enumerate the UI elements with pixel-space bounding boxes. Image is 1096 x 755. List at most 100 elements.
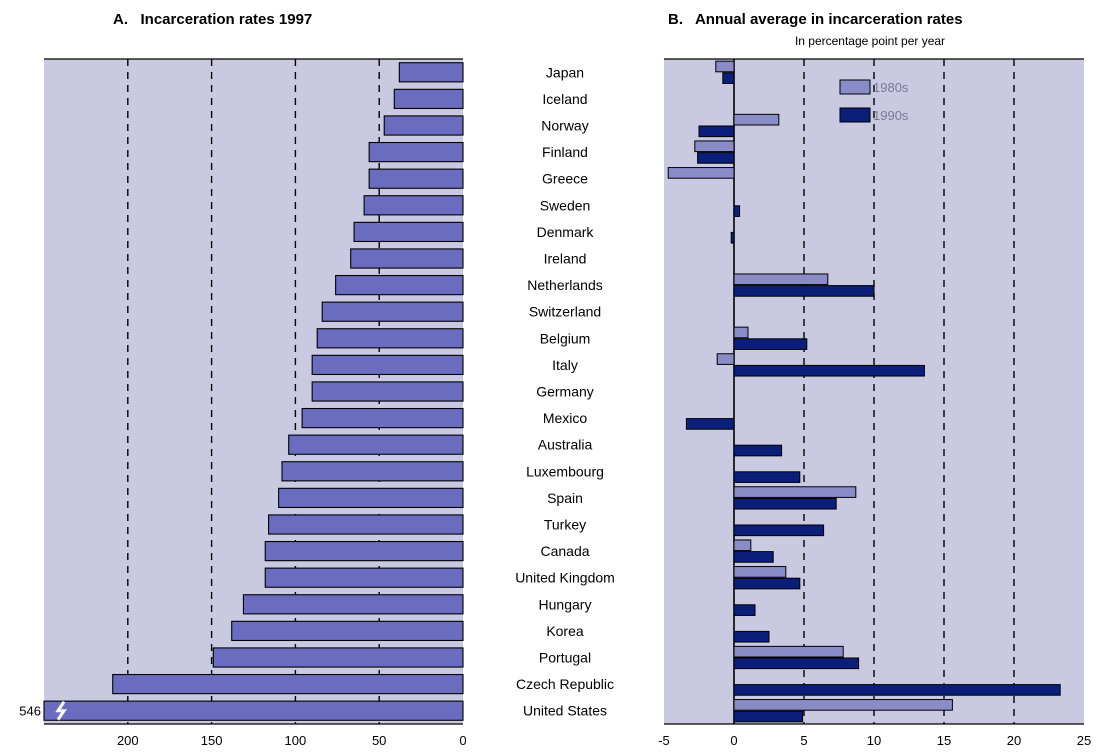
category-label-korea: Korea: [546, 623, 584, 639]
panel-b-bar-1980s-canada: [733, 539, 752, 552]
category-label-spain: Spain: [547, 490, 583, 506]
category-labels: Japan Iceland Norway Finland Greece Sweden Den…: [515, 64, 615, 718]
category-label-luxembourg: Luxembourg: [526, 463, 604, 479]
panel-b-bar-1980s-netherlands: [733, 273, 829, 286]
panel-b-bar-1980s-portugal: [733, 645, 844, 658]
category-label-united-states: United States: [523, 703, 607, 719]
panel-b-bar-1990s-hungary: [733, 604, 756, 616]
panel-b-xtick-10: 10: [867, 733, 881, 748]
panel-a-bar-netherlands: [335, 274, 464, 296]
panel-b-bar-1980s-norway: [733, 113, 780, 126]
panel-b-bar-1990s-sweden: [733, 205, 741, 217]
panel-a-bar-australia: [288, 434, 464, 455]
panel-b-title: B. Annual average in incarceration rates: [668, 11, 963, 28]
category-label-denmark: Denmark: [537, 224, 595, 240]
category-label-ireland: Ireland: [544, 251, 587, 267]
panel-a-bar-united-states: [43, 700, 464, 721]
panel-a-bar-sweden: [363, 195, 464, 216]
panel-b-xtick--5: -5: [658, 733, 670, 748]
panel-a-bar-belgium: [316, 328, 464, 349]
panel-a-bar-norway: [383, 115, 464, 136]
category-label-united-kingdom: United Kingdom: [515, 570, 615, 586]
panel-a-bar-hungary: [242, 594, 464, 615]
panel-a-bar-italy: [311, 354, 464, 376]
truncated-value-label: 546: [19, 704, 41, 719]
panel-a-xtick-150: 150: [201, 733, 223, 748]
panel-a-xtick-100: 100: [285, 733, 307, 748]
panel-b-xtick-0: 0: [730, 733, 737, 748]
category-label-japan: Japan: [546, 64, 584, 80]
panel-b-bar-1990s-luxembourg: [733, 471, 801, 483]
category-label-portugal: Portugal: [539, 650, 591, 666]
panel-b-bar-1980s-spain: [733, 486, 857, 498]
category-label-netherlands: Netherlands: [527, 277, 603, 293]
panel-b-bar-1990s-japan: [722, 72, 735, 84]
panel-a-bar-japan: [398, 62, 464, 83]
panel-b-bar-1990s-netherlands: [733, 285, 875, 297]
panel-a-bar-mexico: [301, 407, 464, 429]
panel-a-xtick-0: 0: [459, 733, 466, 748]
panel-a-bar-united-kingdom: [264, 567, 464, 588]
panel-a-title: A. Incarceration rates 1997: [113, 11, 312, 28]
category-label-canada: Canada: [540, 543, 589, 559]
panel-a-bar-spain: [278, 487, 464, 509]
panel-a-bar-turkey: [268, 514, 464, 535]
panel-a-bar-germany: [311, 381, 464, 402]
panel-b-bar-1990s-australia: [733, 444, 783, 457]
panel-b-bar-1990s-norway: [698, 125, 735, 138]
panel-b-bar-1980s-italy: [716, 353, 735, 365]
panel-a-bar-ireland: [350, 248, 464, 269]
axis-break-icon: [55, 700, 67, 721]
panel-b-xtick-20: 20: [1007, 733, 1021, 748]
panel-a-bar-canada: [264, 540, 464, 562]
panel-b-bar-1990s-italy: [733, 364, 925, 377]
panel-a-bar-korea: [231, 620, 464, 642]
panel-b-bar-1990s-united-states: [733, 710, 804, 723]
category-label-turkey: Turkey: [544, 517, 586, 533]
panel-a-bar-greece: [368, 168, 464, 189]
panel-b-bar-1990s-spain: [733, 497, 837, 510]
panel-a-bar-iceland: [393, 88, 464, 110]
category-label-iceland: Iceland: [542, 91, 587, 107]
panel-b-bar-1990s-belgium: [733, 338, 808, 350]
panel-b-bar-1990s-czech-republic: [733, 684, 1061, 696]
panel-b-bar-1980s-japan: [715, 60, 735, 73]
panel-b-bar-1980s-greece: [667, 167, 735, 179]
category-label-mexico: Mexico: [543, 410, 588, 426]
category-label-finland: Finland: [542, 144, 588, 160]
panel-a-bar-denmark: [353, 221, 464, 243]
panel-b-xtick-25: 25: [1077, 733, 1091, 748]
category-label-czech-republic: Czech Republic: [516, 676, 614, 692]
panel-b-xtick-15: 15: [937, 733, 951, 748]
legend-swatch-1980s: [839, 79, 871, 95]
panel-a-bar-portugal: [212, 647, 464, 668]
category-label-hungary: Hungary: [539, 596, 592, 612]
panel-b-bar-1990s-portugal: [733, 657, 860, 670]
panel-b-bar-1980s-finland: [694, 140, 735, 153]
legend-swatch-1990s: [839, 107, 871, 123]
panel-a-bar-czech-republic: [112, 673, 464, 695]
legend-label-1990s: 1990s: [873, 108, 909, 123]
panel-a-chart: 546 200 150 100 50 0: [19, 58, 467, 748]
panel-b-bar-1990s-denmark: [730, 231, 735, 244]
panel-a-bar-switzerland: [321, 301, 464, 322]
category-label-switzerland: Switzerland: [529, 304, 601, 320]
category-label-belgium: Belgium: [540, 330, 591, 346]
panel-b-bar-1990s-finland: [697, 152, 735, 164]
category-label-germany: Germany: [536, 384, 594, 400]
panel-b-bar-1990s-turkey: [733, 524, 825, 537]
panel-b-bar-1990s-canada: [733, 551, 774, 563]
panel-a-xtick-200: 200: [117, 733, 139, 748]
category-label-australia: Australia: [538, 437, 593, 453]
panel-b-bar-1980s-belgium: [733, 326, 749, 339]
panel-b-bar-1990s-united-kingdom: [733, 577, 801, 590]
panel-b-bar-1980s-united-states: [733, 699, 953, 711]
panel-b-chart: -5 0 5 10 15 20 25 1980s 1990s: [658, 58, 1091, 748]
panel-a-xtick-50: 50: [372, 733, 386, 748]
panel-a-bar-luxembourg: [281, 461, 464, 482]
panel-b-subtitle: In percentage point per year: [795, 34, 945, 48]
category-label-italy: Italy: [552, 357, 578, 373]
category-label-norway: Norway: [541, 118, 588, 134]
category-label-sweden: Sweden: [540, 197, 591, 213]
